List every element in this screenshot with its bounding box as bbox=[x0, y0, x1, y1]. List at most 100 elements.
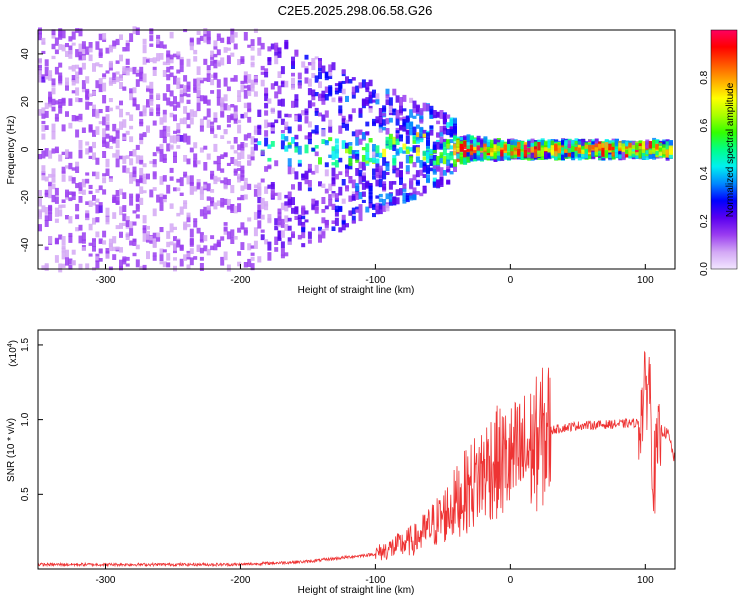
heatmap-cell bbox=[311, 94, 316, 101]
heatmap-cell bbox=[152, 120, 157, 126]
heatmap-cell bbox=[453, 150, 457, 156]
heatmap-cell bbox=[324, 110, 329, 118]
heatmap-cell bbox=[119, 54, 123, 62]
heatmap-cell bbox=[183, 133, 188, 143]
heatmap-cell bbox=[216, 89, 221, 98]
heatmap-cell bbox=[446, 169, 451, 173]
heatmap-cell bbox=[378, 116, 383, 125]
heatmap-cell bbox=[102, 75, 107, 80]
heatmap-cell bbox=[291, 184, 295, 190]
heatmap-cell bbox=[611, 143, 616, 153]
heatmap-cell bbox=[621, 151, 626, 161]
heatmap-cell bbox=[183, 75, 188, 82]
heatmap-cell bbox=[88, 190, 93, 195]
heatmap-cell bbox=[345, 123, 349, 128]
heatmap-cell bbox=[233, 32, 238, 38]
heatmap-cell bbox=[459, 152, 464, 156]
heatmap-cell bbox=[601, 142, 606, 147]
heatmap-cell bbox=[297, 214, 302, 219]
heatmap-cell bbox=[213, 53, 218, 58]
heatmap-cell bbox=[250, 61, 255, 66]
heatmap-cell bbox=[95, 198, 100, 203]
heatmap-cell bbox=[368, 94, 373, 104]
heatmap-cell bbox=[199, 209, 204, 217]
heatmap-cell bbox=[146, 231, 150, 240]
heatmap-cell bbox=[247, 154, 252, 160]
heatmap-cell bbox=[159, 253, 164, 261]
heatmap-cell bbox=[230, 113, 235, 120]
heatmap-cell bbox=[88, 42, 93, 49]
heatmap-cell bbox=[392, 109, 397, 116]
heatmap-cell bbox=[584, 144, 589, 149]
heatmap-cell bbox=[169, 241, 174, 246]
heatmap-cell bbox=[199, 263, 204, 271]
heatmap-cell bbox=[68, 36, 73, 42]
heatmap-cell bbox=[58, 263, 63, 273]
heatmap-cell bbox=[503, 144, 508, 151]
heatmap-cell bbox=[108, 176, 113, 180]
heatmap-cell bbox=[58, 102, 63, 108]
heatmap-cell bbox=[355, 85, 360, 93]
heatmap-cell bbox=[149, 43, 154, 47]
heatmap-cell bbox=[92, 104, 96, 108]
heatmap-cell bbox=[304, 210, 309, 215]
heatmap-cell bbox=[304, 77, 309, 84]
heatmap-cell bbox=[142, 56, 147, 65]
heatmap-cell bbox=[409, 109, 414, 118]
heatmap-cell bbox=[41, 150, 46, 159]
heatmap-cell bbox=[297, 163, 302, 167]
heatmap-cell bbox=[439, 136, 444, 144]
heatmap-cell bbox=[429, 158, 434, 166]
heatmap-cell bbox=[213, 46, 218, 50]
heatmap-cell bbox=[571, 151, 576, 158]
heatmap-cell bbox=[345, 142, 349, 149]
heatmap-cell bbox=[490, 154, 495, 160]
heatmap-cell bbox=[402, 192, 407, 201]
heatmap-cell bbox=[237, 152, 242, 160]
heatmap-cell bbox=[375, 202, 380, 210]
heatmap-cell bbox=[284, 125, 289, 130]
heatmap-cell bbox=[166, 132, 171, 137]
heatmap-cell bbox=[250, 151, 255, 161]
heatmap-cell bbox=[652, 149, 657, 154]
heatmap-cell bbox=[412, 100, 417, 109]
heatmap-cell bbox=[199, 80, 204, 84]
heatmap-cell bbox=[270, 141, 275, 147]
heatmap-cell bbox=[65, 165, 69, 169]
heatmap-cell bbox=[557, 145, 562, 154]
heatmap-cell bbox=[328, 72, 333, 77]
heatmap-cell bbox=[176, 187, 181, 192]
heatmap-cell bbox=[658, 142, 663, 148]
heatmap-cell bbox=[260, 202, 265, 210]
heatmap-cell bbox=[463, 135, 468, 144]
heatmap-cell bbox=[149, 28, 154, 35]
heatmap-cell bbox=[142, 73, 147, 83]
heatmap-cell bbox=[463, 150, 468, 159]
heatmap-cell bbox=[351, 194, 356, 201]
heatmap-cell bbox=[142, 225, 147, 230]
heatmap-cell bbox=[237, 251, 242, 256]
heatmap-cell bbox=[314, 164, 319, 174]
heatmap-cell bbox=[226, 47, 231, 51]
heatmap-cell bbox=[517, 149, 522, 156]
heatmap-cell bbox=[324, 169, 329, 177]
heatmap-cell bbox=[125, 216, 130, 222]
heatmap-cell bbox=[351, 215, 356, 224]
heatmap-cell bbox=[385, 172, 390, 175]
heatmap-cell bbox=[334, 160, 339, 168]
heatmap-cell bbox=[665, 149, 670, 158]
heatmap-cell bbox=[240, 85, 245, 93]
heatmap-cell bbox=[291, 197, 295, 205]
heatmap-cell bbox=[466, 156, 471, 163]
heatmap-cell bbox=[199, 247, 204, 254]
heatmap-cell bbox=[54, 207, 59, 214]
heatmap-cell bbox=[220, 57, 225, 66]
heatmap-cell bbox=[223, 177, 228, 185]
heatmap-cell bbox=[345, 95, 349, 102]
heatmap-cell bbox=[169, 57, 174, 64]
heatmap-cell bbox=[257, 204, 262, 212]
heatmap-cell bbox=[382, 183, 387, 190]
heatmap-cell bbox=[395, 167, 400, 172]
heatmap-cell bbox=[146, 251, 150, 260]
heatmap-cell bbox=[385, 204, 390, 212]
